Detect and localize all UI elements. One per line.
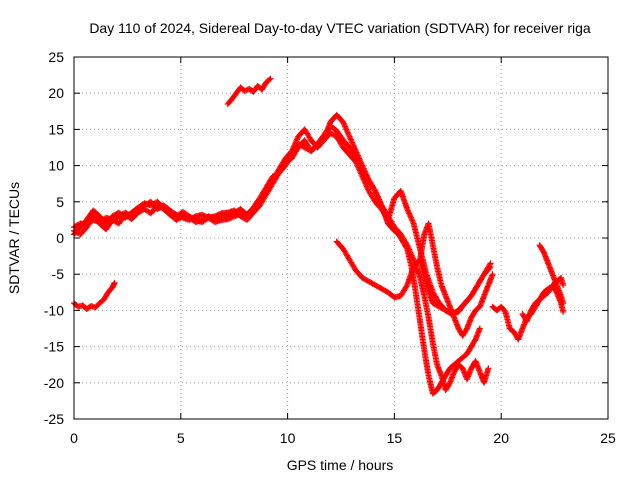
grid [74, 57, 608, 419]
y-tick-label: -15 [44, 339, 64, 355]
y-tick-label: -10 [44, 302, 64, 318]
y-tick-label: 15 [48, 121, 64, 137]
data-point [111, 279, 118, 286]
data-point-marker [403, 244, 410, 251]
y-axis-label: SDTVAR / TECUs [6, 182, 22, 294]
plot-frame [73, 56, 609, 420]
series-4 [417, 220, 496, 339]
data-points [71, 75, 567, 397]
data-point [487, 263, 494, 270]
data-point [560, 308, 567, 315]
data-point-marker [486, 264, 493, 271]
y-tick-label: 0 [56, 230, 64, 246]
y-tick-label: -5 [52, 266, 65, 282]
data-point [485, 365, 492, 372]
series-7 [224, 75, 274, 108]
data-point [489, 271, 496, 278]
x-tick-label: 10 [280, 430, 296, 446]
y-tick-label: -20 [44, 375, 64, 391]
data-point-marker [403, 283, 410, 290]
x-axis-ticks: 0 5 10 15 20 25 [70, 57, 616, 446]
x-tick-label: 0 [70, 430, 78, 446]
series-3 [71, 111, 483, 397]
data-point [560, 300, 567, 307]
x-tick-label: 25 [600, 430, 616, 446]
y-tick-label: 20 [48, 85, 64, 101]
data-point [476, 325, 483, 332]
x-axis-label: GPS time / hours [287, 457, 394, 473]
data-point-marker [266, 76, 273, 83]
data-point [560, 282, 567, 289]
y-tick-label: 10 [48, 158, 64, 174]
x-tick-label: 20 [493, 430, 509, 446]
series-6 [71, 279, 118, 312]
data-point [267, 75, 274, 82]
y-tick-label: 5 [56, 194, 64, 210]
x-tick-label: 5 [177, 430, 185, 446]
series-5 [333, 238, 494, 318]
y-tick-label: -25 [44, 411, 64, 427]
y-tick-label: 25 [48, 49, 64, 65]
chart-title: Day 110 of 2024, Sidereal Day-to-day VTE… [89, 20, 591, 36]
series-10 [536, 242, 567, 307]
y-axis-ticks: 25 20 15 10 5 0 -5 -10 -15 -20 -25 [44, 49, 608, 427]
x-tick-label: 15 [387, 430, 403, 446]
